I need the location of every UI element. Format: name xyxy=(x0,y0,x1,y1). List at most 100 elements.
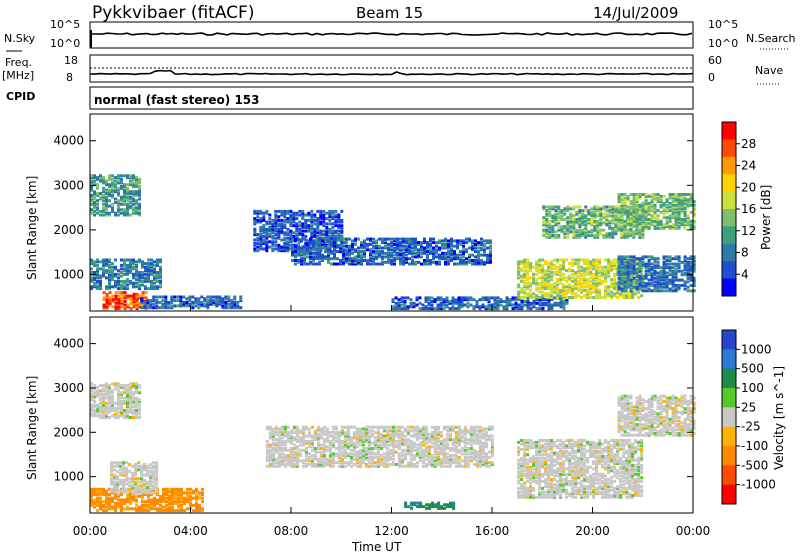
velocity-cell xyxy=(96,500,99,504)
power-cell xyxy=(123,294,127,298)
power-cell xyxy=(611,205,615,209)
power-cell xyxy=(632,267,636,271)
power-cell xyxy=(140,306,144,310)
power-cell xyxy=(632,269,636,273)
power-cell xyxy=(595,265,599,269)
power-cell xyxy=(598,274,602,278)
power-cell xyxy=(589,262,593,266)
power-cell xyxy=(294,262,297,266)
power-cell xyxy=(102,267,105,271)
power-cell xyxy=(450,251,453,255)
velocity-cell xyxy=(102,384,105,388)
velocity-cell xyxy=(340,441,344,445)
velocity-cell xyxy=(129,408,132,412)
power-cell xyxy=(105,294,109,298)
power-cell xyxy=(686,223,690,227)
power-cell xyxy=(566,225,570,229)
power-cell xyxy=(102,274,105,278)
velocity-cell xyxy=(283,427,287,431)
velocity-cell xyxy=(177,503,180,507)
power-cell xyxy=(508,301,512,305)
power-cell xyxy=(677,207,681,211)
power-cell xyxy=(307,224,311,228)
power-cell xyxy=(102,303,106,307)
velocity-cell xyxy=(117,493,120,497)
power-cell xyxy=(611,221,615,225)
power-cell xyxy=(164,304,168,308)
power-cell xyxy=(138,206,141,210)
power-cell xyxy=(629,266,633,270)
power-cell xyxy=(429,242,432,246)
power-cell xyxy=(262,247,266,251)
power-cell xyxy=(535,298,539,302)
power-cell xyxy=(662,275,666,278)
velocity-cell xyxy=(108,496,111,500)
power-cell xyxy=(559,278,563,282)
power-cell xyxy=(562,276,566,280)
velocity-cell xyxy=(102,410,105,414)
power-cell xyxy=(156,285,159,289)
power-cell xyxy=(593,235,597,239)
power-cell xyxy=(114,267,117,271)
power-cell xyxy=(584,209,588,213)
power-cell xyxy=(583,279,587,283)
velocity-cell xyxy=(198,503,201,507)
power-cell xyxy=(435,248,438,252)
velocity-cell xyxy=(117,400,120,403)
power-cell xyxy=(345,257,348,261)
velocity-cell xyxy=(114,412,117,416)
power-cell xyxy=(635,225,639,229)
power-cell xyxy=(680,223,684,227)
power-cell xyxy=(159,279,162,283)
power-cell xyxy=(465,250,468,254)
power-cell xyxy=(156,276,159,280)
power-cell xyxy=(568,290,572,294)
power-cell xyxy=(665,259,669,262)
power-cell xyxy=(677,201,681,205)
power-cell xyxy=(387,242,390,246)
power-cell xyxy=(408,257,411,261)
power-cell xyxy=(96,274,99,278)
power-cell xyxy=(477,259,480,262)
power-cell xyxy=(253,238,257,242)
power-cell xyxy=(312,257,315,261)
velocity-cell xyxy=(307,455,311,459)
power-cell xyxy=(520,276,524,280)
velocity-cell xyxy=(120,487,123,491)
power-cell xyxy=(138,283,141,287)
velocity-cell xyxy=(349,439,353,443)
power-cell xyxy=(90,186,93,190)
power-cell xyxy=(265,234,269,238)
power-cell xyxy=(147,278,150,282)
power-cell xyxy=(632,196,636,200)
power-cell xyxy=(265,236,269,240)
power-cell xyxy=(397,305,401,309)
power-cell xyxy=(312,244,315,248)
power-cell xyxy=(117,177,120,181)
velocity-cell xyxy=(265,452,269,456)
power-band xyxy=(90,258,162,291)
power-cell xyxy=(372,251,375,255)
power-cell xyxy=(340,224,344,228)
power-cell xyxy=(556,290,560,294)
velocity-cell xyxy=(126,394,129,398)
power-cell xyxy=(659,282,663,286)
power-cell xyxy=(692,276,696,280)
velocity-cell xyxy=(116,482,120,486)
power-cell xyxy=(300,239,303,243)
power-cell xyxy=(426,244,429,248)
velocity-cell xyxy=(289,454,293,458)
power-cell xyxy=(105,183,108,187)
velocity-cell xyxy=(105,494,108,498)
power-cell xyxy=(578,209,582,213)
power-cell xyxy=(315,237,318,241)
power-cell xyxy=(578,205,582,209)
power-cell xyxy=(581,228,585,232)
velocity-cell xyxy=(174,494,177,498)
power-cell xyxy=(90,179,93,183)
power-cell xyxy=(442,300,446,303)
power-cell xyxy=(474,255,477,259)
power-cell xyxy=(96,287,99,291)
velocity-cell xyxy=(134,486,138,490)
power-cell xyxy=(179,295,183,299)
